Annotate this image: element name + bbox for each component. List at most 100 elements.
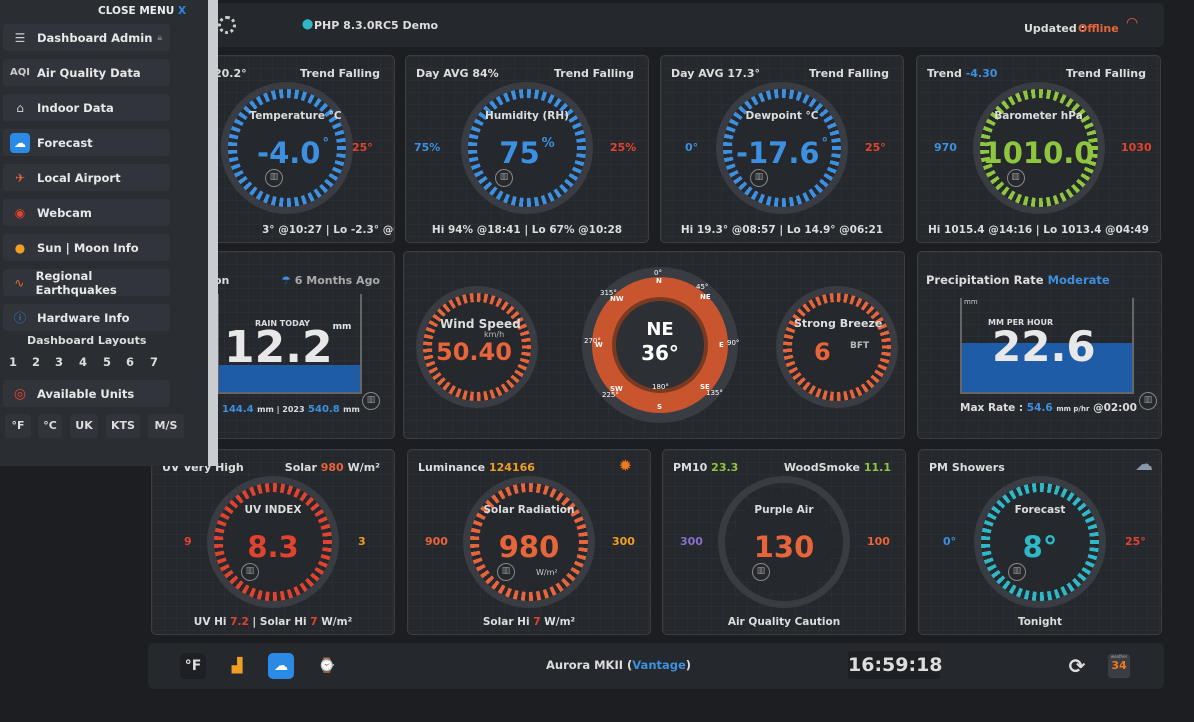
refresh-icon[interactable]: ⟳ [1068,654,1086,678]
dewpoint-day-avg: Day AVG 17.3° [671,67,760,80]
precip-axis-label: mm [964,298,978,306]
menu-item-sun-moon[interactable]: ● Sun | Moon Info [3,234,170,261]
layout-button-1[interactable]: 1 [9,355,18,369]
unit-toggle-button[interactable]: °F [180,653,206,679]
forecast-card[interactable]: PM Showers ☁ Forecast 8° 0° 25° ▥ Tonigh… [918,449,1162,635]
close-menu-button[interactable]: CLOSE MENU X [98,5,187,17]
forecast-value: 8° [1022,530,1058,564]
layout-button-2[interactable]: 2 [32,355,41,369]
uv-left: 9 [184,535,192,548]
barometer-card[interactable]: Trend -4.30 Trend Falling Barometer hPa … [916,55,1161,243]
weather34-badge[interactable]: weather 34 [1108,654,1130,678]
chart-icon[interactable]: ▥ [362,392,380,410]
cloud-icon: ☁ [10,132,30,153]
menu-item-earthquakes[interactable]: ∿ Regional Earthquakes [3,269,170,297]
info-icon: ⓘ [13,311,26,325]
rain-totals: 144.4 mm | 2023 540.8 mm [222,404,360,415]
humidity-value: 75% [499,136,555,170]
layout-button-5[interactable]: 5 [103,355,112,369]
chart-icon[interactable]: ▥ [1008,563,1026,581]
chart-icon[interactable]: ▥ [241,563,259,581]
wind-card[interactable]: Wind Speed km/h 50.40 0° N 45° NE 90° E … [403,251,905,439]
unit-fahrenheit-button[interactable]: °F [5,414,31,438]
weather-app-icon[interactable]: ☁ [268,653,294,679]
menu-item-dashboard-admin[interactable]: ☰ Dashboard Admin 🔒︎ [3,24,170,51]
precip-unit-label: MM PER HOUR [988,318,1054,327]
precip-rate-value: 22.6 [992,322,1096,371]
menu-item-forecast[interactable]: ☁ Forecast [3,129,170,156]
humidity-card[interactable]: Day AVG 84% Trend Falling Humidity (RH) … [405,55,649,243]
uv-gauge [207,476,339,608]
compass: 0° N 45° NE 90° E 135° SE 180° S 225° SW… [582,267,739,423]
wind-degrees: 36° [641,341,679,365]
humidity-gauge [461,82,593,214]
solar-right: 300 [612,535,635,548]
air-left: 300 [680,535,703,548]
solar-card[interactable]: Luminance 124166 ✹ Solar Radiation 980 W… [407,449,651,635]
beaufort-unit: BFT [850,341,870,351]
wifi-icon: ◠ [1126,15,1139,31]
precip-rate-card[interactable]: Precipitation Rate Moderate mm MM PER HO… [917,251,1162,439]
chart-icon[interactable]: ▥ [750,169,768,187]
charts-icon[interactable]: ▟ [231,658,243,674]
compass-315: 315° [600,289,617,297]
compass-n: N [656,277,662,285]
air-quality-card[interactable]: PM10 23.3 WoodSmoke 11.1 Purple Air 130 … [662,449,906,635]
chart-icon[interactable]: ▥ [1006,169,1025,187]
theme-toggle-icon[interactable] [218,16,236,34]
temperature-max: 25° [352,141,373,154]
footer-bar: °F ▟ ☁ ⌚ Aurora MKII (Vantage) 16:59:18 … [148,643,1164,689]
menu-item-local-airport[interactable]: ✈ Local Airport [3,164,170,191]
sun-icon: ✹ [618,456,632,475]
chart-icon[interactable]: ▥ [752,563,770,581]
layout-button-4[interactable]: 4 [79,355,88,369]
compass-se: SE [700,383,710,391]
watch-icon[interactable]: ⌚ [318,658,336,674]
beaufort-title: Strong Breeze [794,317,883,330]
uv-card[interactable]: UV Very High Solar 980 W/m² UV INDEX 8.3… [151,449,395,635]
forecast-max: 25° [1125,535,1146,548]
dewpoint-hilo: Hi 19.3° @08:57 | Lo 14.9° @06:21 [680,224,884,236]
units-icon: ◎ [13,385,27,402]
menu-item-indoor-data[interactable]: ⌂ Indoor Data [3,94,170,121]
temperature-card[interactable]: 20.2° Trend Falling Temperature °C -4.0 °… [151,55,395,243]
forecast-summary: PM Showers [929,461,1005,474]
temperature-trend: Trend Falling [299,67,380,80]
forecast-title: Forecast [1014,504,1066,516]
compass-nw: NW [610,295,624,303]
barometer-min: 970 [934,141,957,154]
layout-button-6[interactable]: 6 [126,355,135,369]
wind-speed-value: 50.40 [436,338,512,366]
station-label: Aurora MKII (Vantage) [546,658,692,672]
chart-icon[interactable]: ▥ [497,563,515,581]
chart-icon[interactable]: ▥ [495,169,513,187]
luminance-readout: Luminance 124166 [418,461,535,474]
menu-item-air-quality[interactable]: AQI Air Quality Data [3,59,170,86]
layout-button-3[interactable]: 3 [55,355,64,369]
unit-ms-button[interactable]: M/S [148,414,184,438]
layout-button-7[interactable]: 7 [150,355,159,369]
updated-label: Updated : [1024,22,1085,35]
unit-uk-button[interactable]: UK [70,414,98,438]
compass-sw: SW [610,385,623,393]
dewpoint-card[interactable]: Day AVG 17.3° Trend Falling Dewpoint °C … [660,55,904,243]
compass-180: 180° [652,383,669,391]
location-pin-icon: ⬤ [302,19,314,30]
solar-left: 900 [425,535,448,548]
beaufort-gauge [776,286,898,408]
menu-item-available-units[interactable]: ◎ Available Units [3,380,170,407]
menu-item-hardware-info[interactable]: ⓘ Hardware Info [3,304,170,331]
unit-celsius-button[interactable]: °C [38,414,62,438]
aqi-icon: AQI [10,67,30,78]
air-quality-gauge [718,476,850,608]
dewpoint-trend: Trend Falling [808,67,889,80]
menu-item-webcam[interactable]: ◉ Webcam [3,199,170,226]
dewpoint-min: 0° [685,141,699,154]
webcam-icon: ◉ [14,205,26,220]
temperature-gauge [221,82,353,214]
humidity-min: 75% [414,141,441,154]
chart-icon[interactable]: ▥ [1139,392,1157,410]
unit-kts-button[interactable]: KTS [106,414,140,438]
chart-icon[interactable]: ▥ [265,169,283,187]
barometer-gauge [972,82,1105,214]
